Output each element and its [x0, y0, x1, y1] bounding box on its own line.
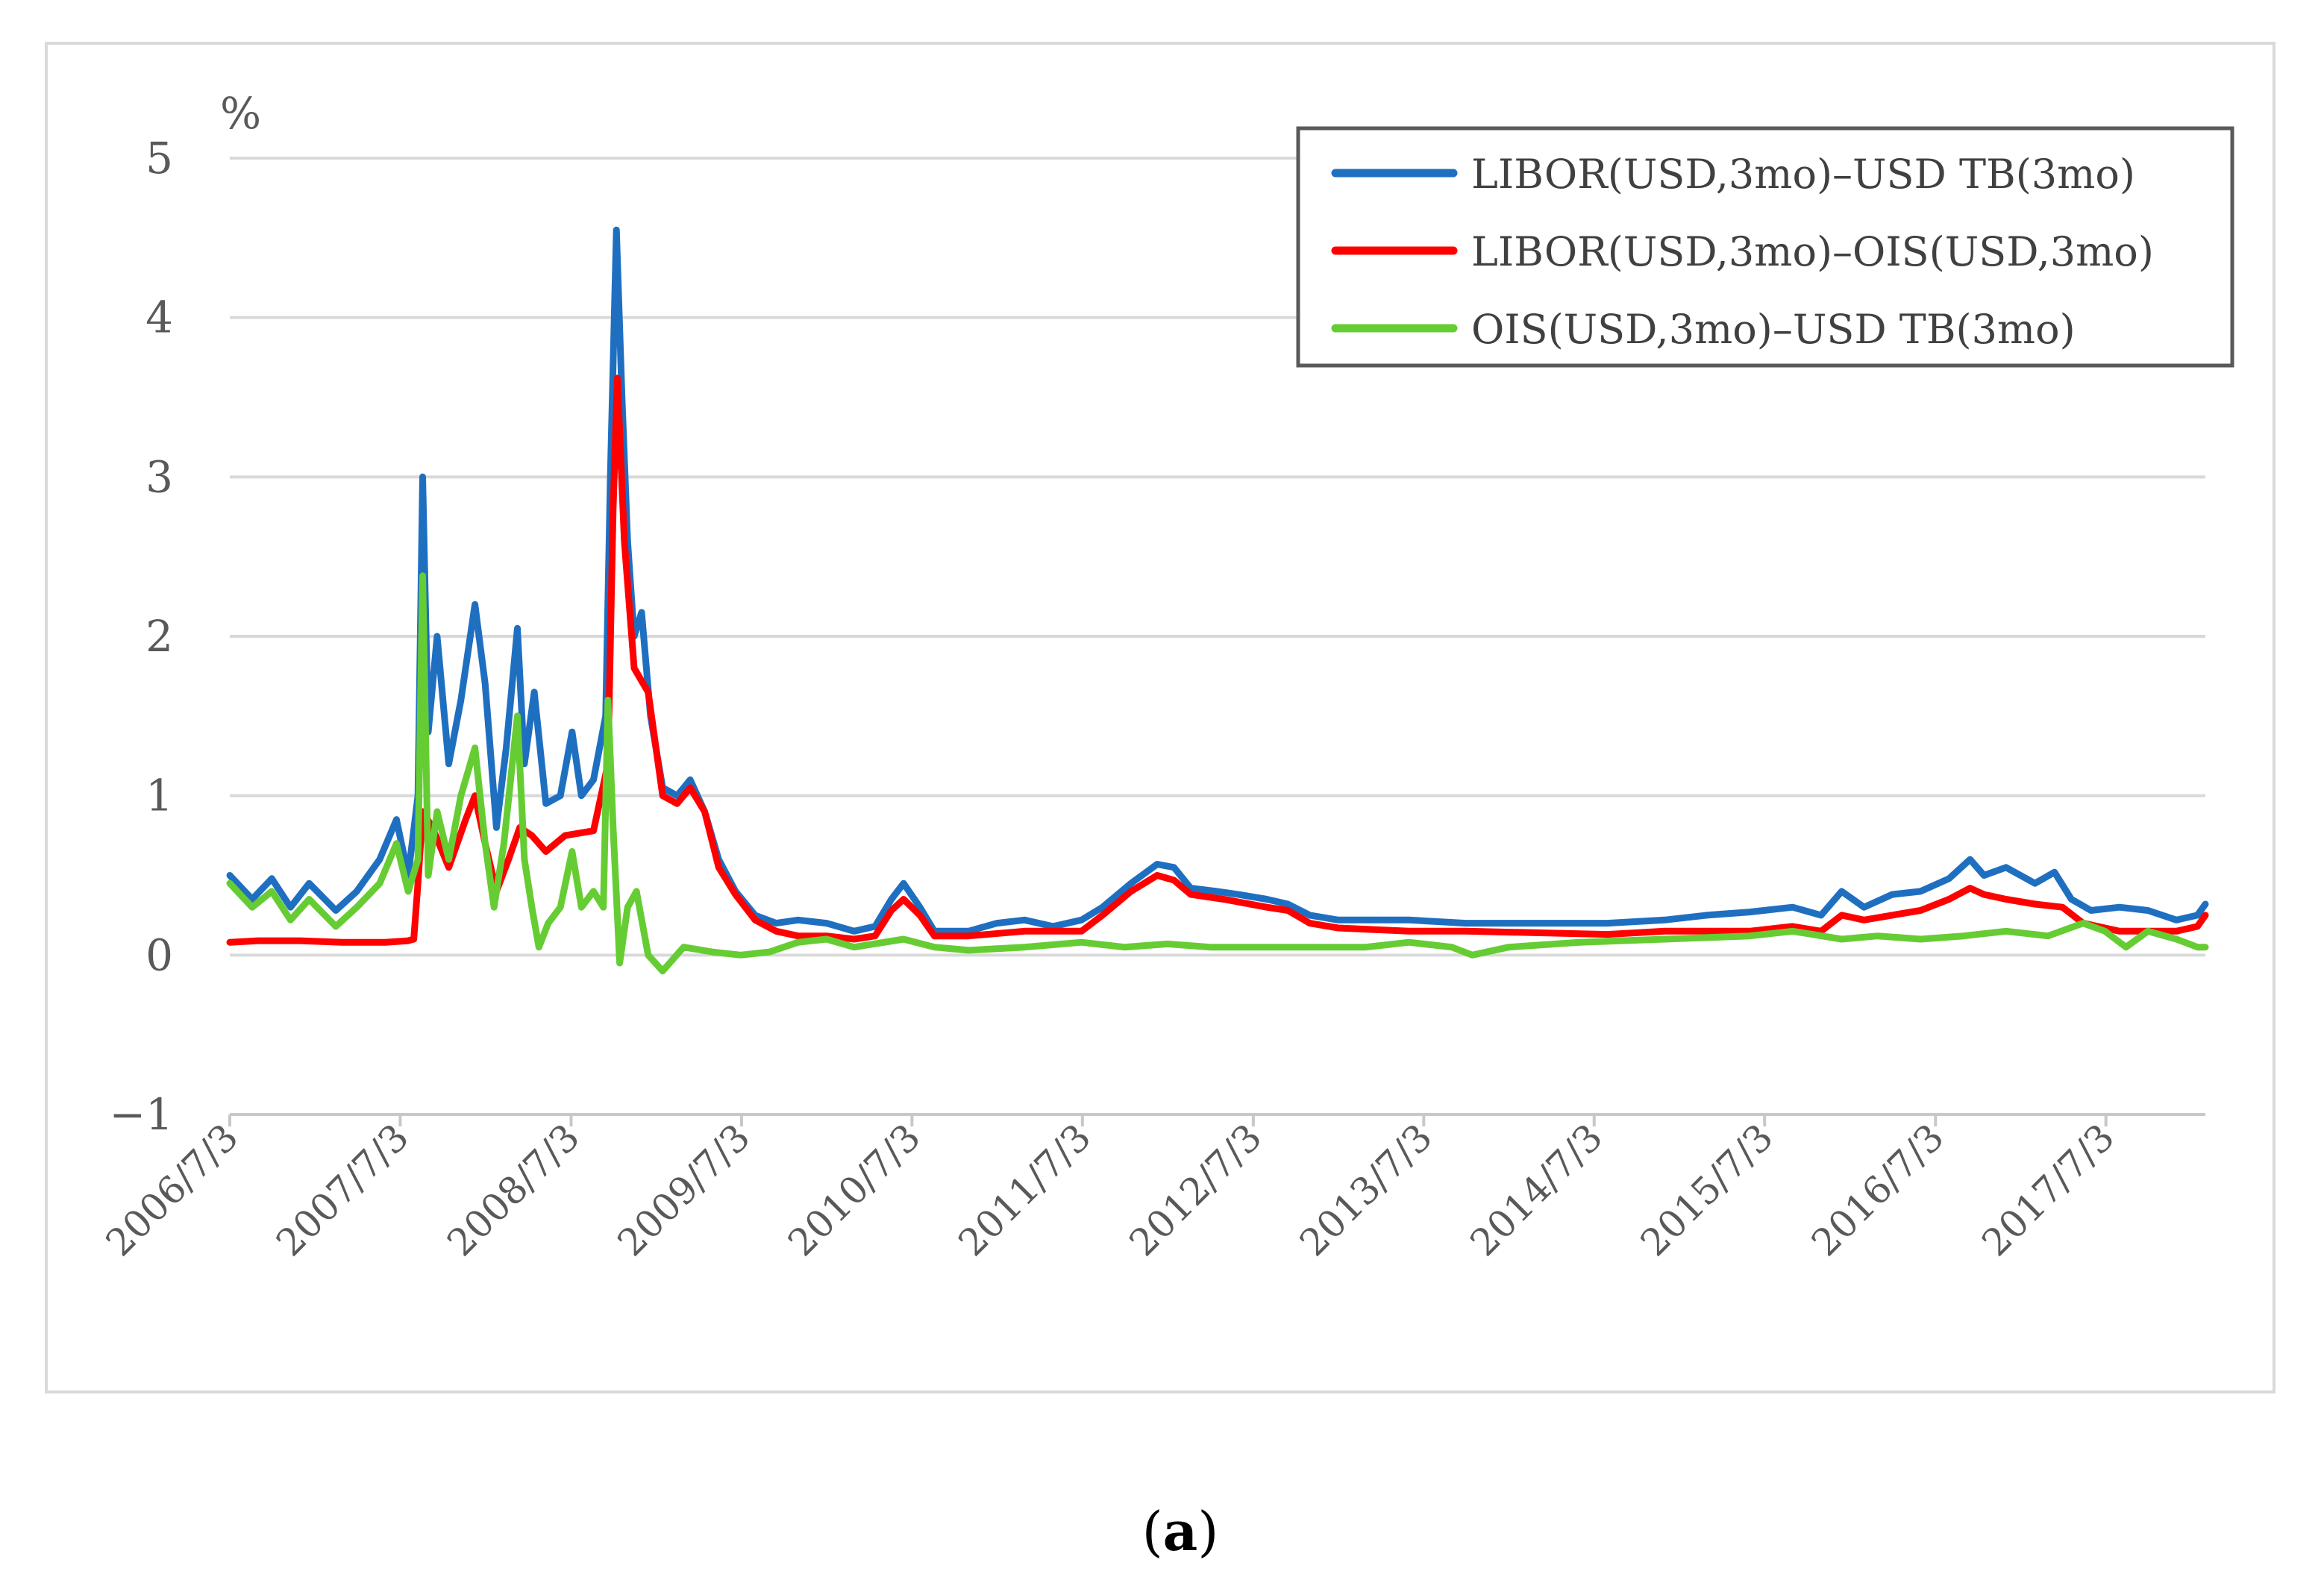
axes — [228, 1113, 2205, 1126]
y-tick-label: −1 — [110, 1089, 174, 1140]
y-tick-labels: 5 4 3 2 1 0 −1 — [110, 133, 174, 1140]
y-tick-label: 3 — [145, 451, 173, 502]
caption-open-paren: ( — [1142, 1500, 1163, 1563]
figure-caption: (a) — [1142, 1499, 1219, 1563]
y-tick-label: 4 — [145, 292, 173, 343]
series-lines — [226, 226, 2209, 975]
y-tick-label: 0 — [145, 929, 173, 980]
legend-label-1: LIBOR(USD,3mo)–USD TB(3mo) — [1471, 151, 2135, 198]
legend-label-2: LIBOR(USD,3mo)–OIS(USD,3mo) — [1471, 228, 2154, 275]
legend: LIBOR(USD,3mo)–USD TB(3mo) LIBOR(USD,3mo)… — [1296, 126, 2234, 368]
y-axis-unit-label: % — [220, 88, 261, 139]
series-line-1 — [226, 226, 2209, 935]
y-tick-label: 2 — [145, 611, 173, 662]
y-tick-label: 1 — [145, 771, 173, 821]
caption-letter: a — [1163, 1499, 1198, 1563]
series-line-3 — [226, 572, 2209, 975]
y-tick-label: 5 — [145, 133, 173, 184]
legend-label-3: OIS(USD,3mo)–USD TB(3mo) — [1471, 306, 2076, 353]
caption-close-paren: ) — [1197, 1500, 1218, 1563]
